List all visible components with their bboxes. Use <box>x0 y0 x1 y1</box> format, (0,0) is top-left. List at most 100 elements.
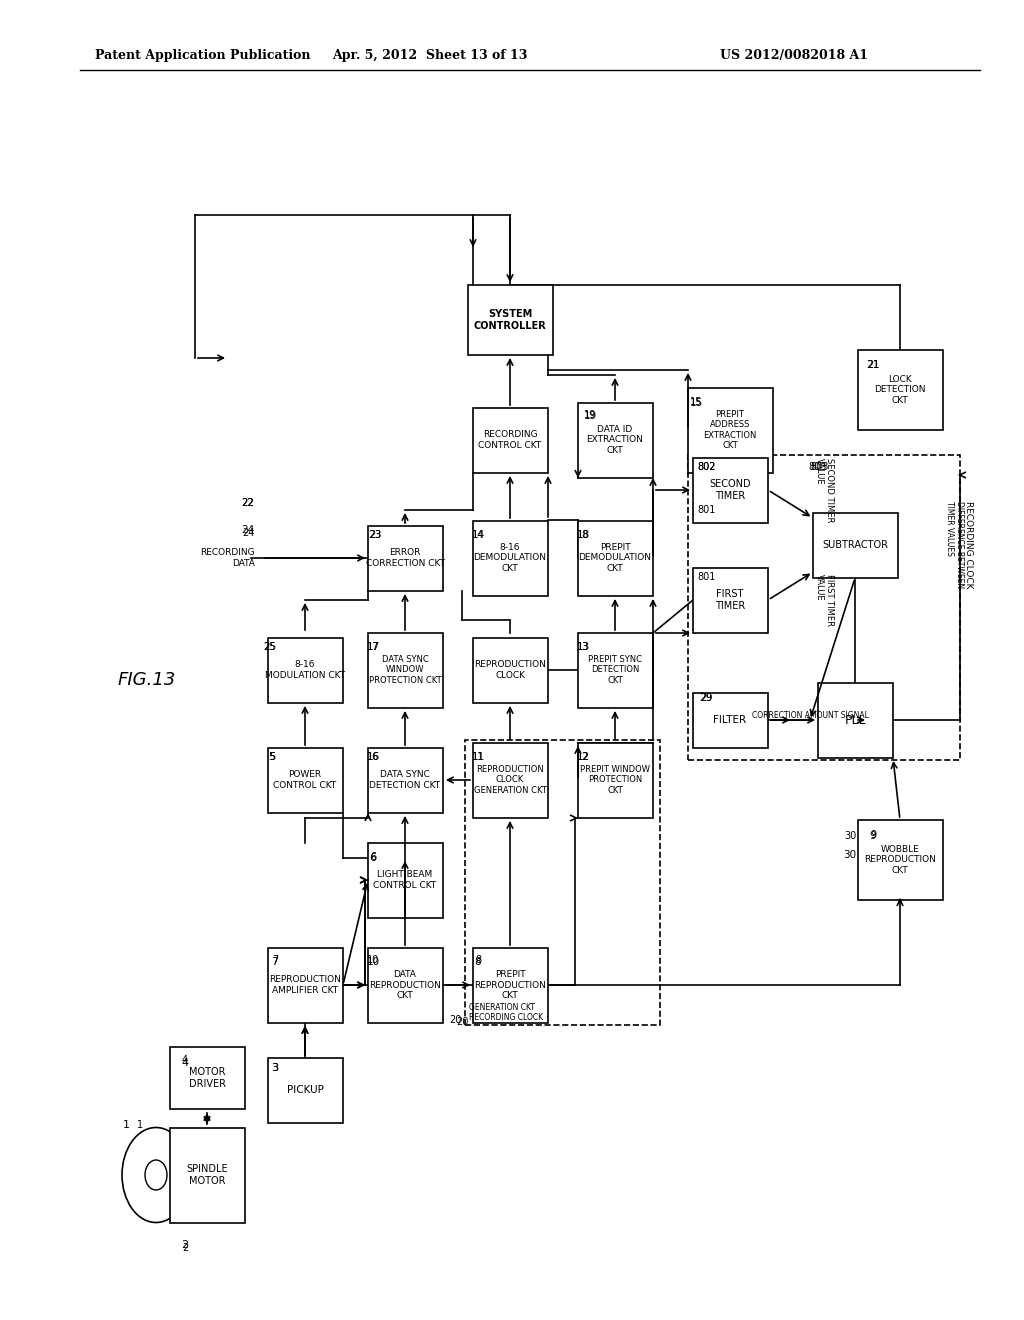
Bar <box>368 747 442 813</box>
Text: PREPIT WINDOW
PROTECTION
CKT: PREPIT WINDOW PROTECTION CKT <box>580 766 650 795</box>
Text: 13: 13 <box>577 642 589 652</box>
Text: POWER
CONTROL CKT: POWER CONTROL CKT <box>273 771 337 789</box>
Text: DIFFERENCE BETWEEN
TIMER VALUES: DIFFERENCE BETWEEN TIMER VALUES <box>945 502 965 589</box>
Text: 801: 801 <box>697 506 716 515</box>
Text: PREPIT
ADDRESS
EXTRACTION
CKT: PREPIT ADDRESS EXTRACTION CKT <box>703 411 757 450</box>
Text: 15: 15 <box>690 397 702 407</box>
Bar <box>267 1057 342 1122</box>
Text: PREPIT
DEMODULATION
CKT: PREPIT DEMODULATION CKT <box>579 543 651 573</box>
Text: 8-16
MODULATION CKT: 8-16 MODULATION CKT <box>265 660 345 680</box>
Text: 15: 15 <box>689 399 702 408</box>
Bar <box>368 842 442 917</box>
Text: Apr. 5, 2012  Sheet 13 of 13: Apr. 5, 2012 Sheet 13 of 13 <box>333 49 527 62</box>
Text: 801: 801 <box>697 572 716 582</box>
Text: 5: 5 <box>269 752 275 762</box>
Text: 10: 10 <box>367 954 379 965</box>
Text: 24: 24 <box>242 528 254 539</box>
Bar <box>578 520 652 595</box>
Text: FIRST
TIMER: FIRST TIMER <box>715 589 745 611</box>
Text: 6: 6 <box>370 853 377 863</box>
Bar <box>170 1127 245 1222</box>
Text: 11: 11 <box>472 752 484 762</box>
Text: 3: 3 <box>272 1063 279 1073</box>
Text: 14: 14 <box>472 531 484 540</box>
Bar <box>578 632 652 708</box>
Text: PICKUP: PICKUP <box>287 1085 324 1096</box>
Text: SPINDLE
MOTOR: SPINDLE MOTOR <box>186 1164 227 1185</box>
Text: 23: 23 <box>369 531 382 540</box>
Ellipse shape <box>145 1160 167 1191</box>
Text: 12: 12 <box>577 752 589 762</box>
Text: DATA ID
EXTRACTION
CKT: DATA ID EXTRACTION CKT <box>587 425 643 455</box>
Text: 802: 802 <box>697 462 716 473</box>
Text: 20: 20 <box>450 1015 462 1026</box>
Text: 6: 6 <box>370 851 376 862</box>
Bar <box>857 820 942 900</box>
Bar <box>692 693 768 747</box>
Text: 14: 14 <box>471 531 484 540</box>
Text: DATA
REPRODUCTION
CKT: DATA REPRODUCTION CKT <box>369 970 441 1001</box>
Text: REPRODUCTION
CLOCK
GENERATION CKT: REPRODUCTION CLOCK GENERATION CKT <box>473 766 547 795</box>
Bar <box>687 388 772 473</box>
Bar <box>857 350 942 430</box>
Text: 20: 20 <box>456 1016 468 1027</box>
Bar <box>472 742 548 817</box>
Text: 8: 8 <box>475 954 481 965</box>
Text: 22: 22 <box>242 498 255 508</box>
Text: 10: 10 <box>367 957 380 968</box>
Text: LOCK
DETECTION
CKT: LOCK DETECTION CKT <box>874 375 926 405</box>
Text: 30: 30 <box>844 832 856 841</box>
Bar <box>267 747 342 813</box>
Text: SYSTEM
CONTROLLER: SYSTEM CONTROLLER <box>474 309 547 331</box>
Text: ERROR
CORRECTION CKT: ERROR CORRECTION CKT <box>366 548 444 568</box>
Bar <box>688 455 961 760</box>
Text: 17: 17 <box>367 642 380 652</box>
Text: DATA SYNC
WINDOW
PROTECTION CKT: DATA SYNC WINDOW PROTECTION CKT <box>369 655 441 685</box>
Text: 18: 18 <box>577 531 589 540</box>
Bar <box>368 525 442 590</box>
Text: Patent Application Publication: Patent Application Publication <box>95 49 310 62</box>
Text: 19: 19 <box>584 411 597 421</box>
Bar <box>472 408 548 473</box>
Text: SUBTRACTOR: SUBTRACTOR <box>822 540 888 550</box>
Text: SECOND
TIMER: SECOND TIMER <box>710 479 751 500</box>
Text: RECORDING CLOCK: RECORDING CLOCK <box>469 1012 543 1022</box>
Bar <box>472 948 548 1023</box>
Bar <box>267 948 342 1023</box>
Text: GENERATION CKT: GENERATION CKT <box>469 1003 535 1012</box>
Text: 1: 1 <box>137 1119 143 1130</box>
Text: DATA SYNC
DETECTION CKT: DATA SYNC DETECTION CKT <box>370 771 440 789</box>
Text: 2: 2 <box>182 1243 188 1253</box>
Text: 29: 29 <box>699 693 712 704</box>
Text: 9: 9 <box>869 832 877 841</box>
Text: 24: 24 <box>242 525 255 535</box>
Text: 7: 7 <box>272 954 279 965</box>
Text: 803: 803 <box>811 462 829 473</box>
Bar <box>170 1047 245 1109</box>
Text: 3: 3 <box>271 1063 279 1073</box>
Text: 21: 21 <box>866 360 880 370</box>
Text: LIGHT BEAM
CONTROL CKT: LIGHT BEAM CONTROL CKT <box>374 870 436 890</box>
Text: 4: 4 <box>181 1059 188 1068</box>
Text: 1: 1 <box>123 1119 129 1130</box>
Text: 803: 803 <box>809 462 827 473</box>
Text: 16: 16 <box>367 752 380 762</box>
Bar <box>368 948 442 1023</box>
Text: REPRODUCTION
CLOCK: REPRODUCTION CLOCK <box>474 660 546 680</box>
Text: FIRST TIMER
VALUE: FIRST TIMER VALUE <box>815 574 835 626</box>
Text: RECORDING
DATA: RECORDING DATA <box>201 548 255 568</box>
Text: 22: 22 <box>242 498 254 508</box>
Text: 29: 29 <box>699 693 713 704</box>
Bar <box>368 632 442 708</box>
Text: 12: 12 <box>577 752 590 762</box>
Text: 16: 16 <box>367 752 379 762</box>
Bar <box>578 403 652 478</box>
Text: 5: 5 <box>268 752 275 762</box>
Bar <box>472 520 548 595</box>
Text: RECORDING
CONTROL CKT: RECORDING CONTROL CKT <box>478 430 542 450</box>
Text: 8: 8 <box>475 957 481 968</box>
Text: PLL: PLL <box>844 714 865 726</box>
Text: 13: 13 <box>577 642 590 652</box>
Text: REPRODUCTION
AMPLIFIER CKT: REPRODUCTION AMPLIFIER CKT <box>269 975 341 995</box>
Text: 802: 802 <box>697 462 716 473</box>
